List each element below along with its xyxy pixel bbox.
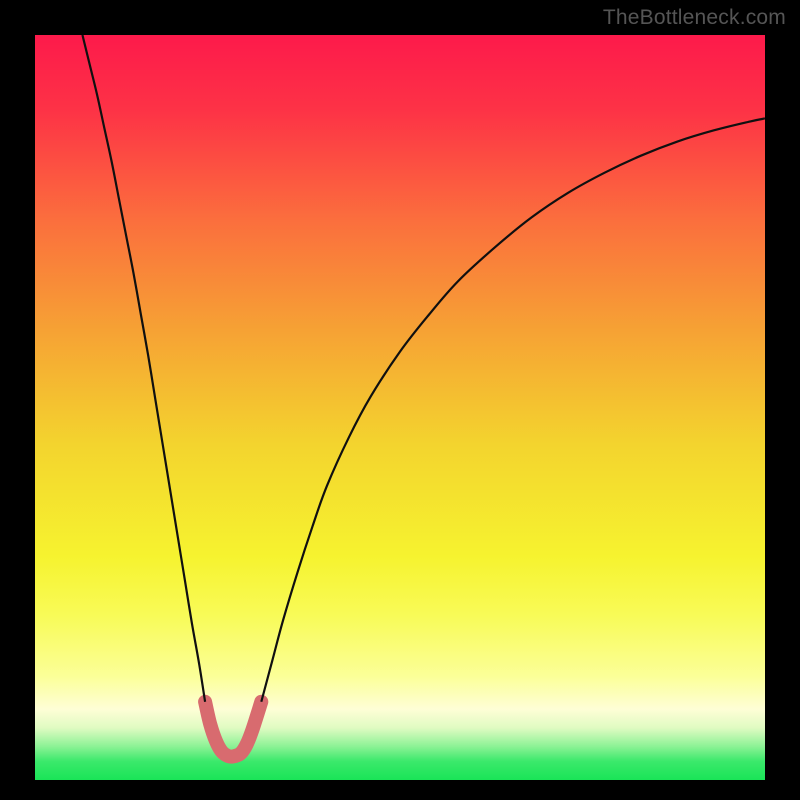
chart-plot-area: [35, 35, 765, 780]
chart-svg: [35, 35, 765, 780]
watermark-text: TheBottleneck.com: [603, 6, 786, 30]
chart-background: [35, 35, 765, 780]
